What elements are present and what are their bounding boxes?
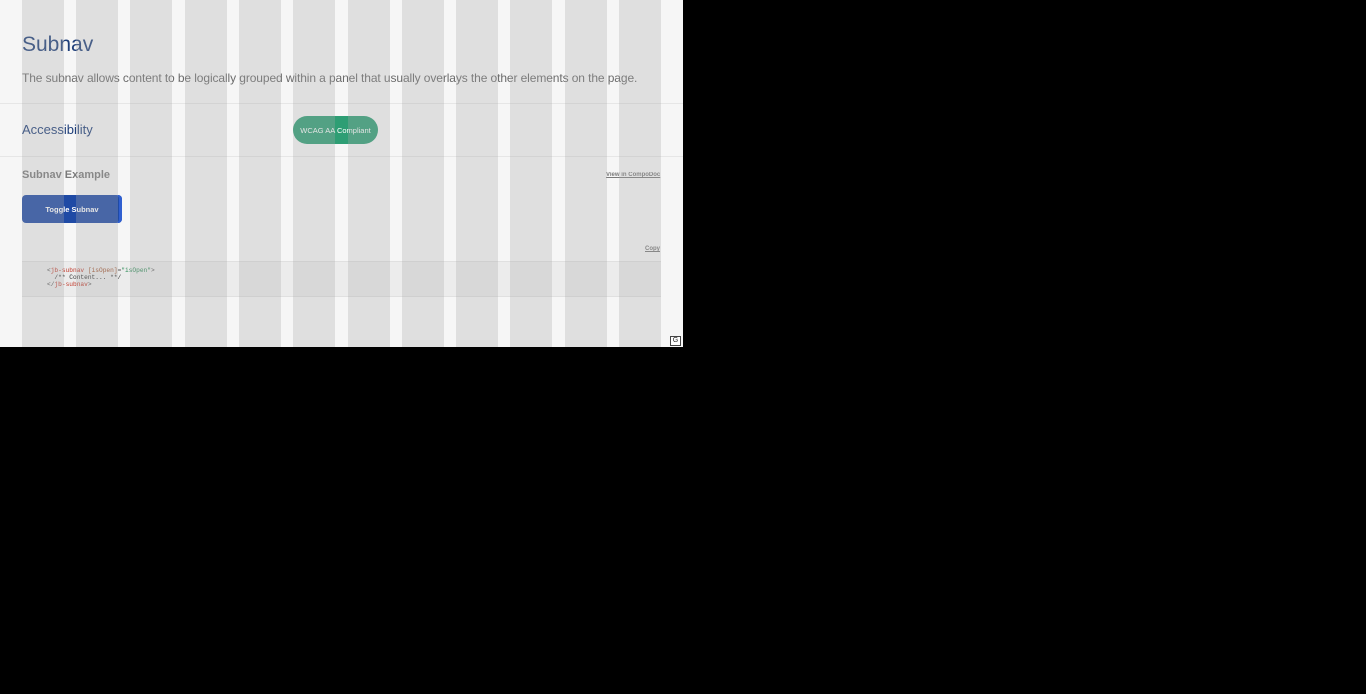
compodoc-link[interactable]: View in CompoDoc (606, 172, 661, 178)
divider-middle (0, 156, 683, 157)
code-tag: jb-subnav (50, 267, 85, 274)
divider-top (0, 103, 683, 104)
code-token: = (117, 267, 122, 274)
copy-code-link[interactable]: Copy (645, 246, 660, 252)
code-block: <jb-subnav [isOpen]="isOpen"> /** Conten… (22, 261, 661, 297)
app-viewport: Subnav The subnav allows content to be l… (0, 0, 683, 347)
page-title: Subnav (22, 33, 94, 56)
code-snippet: <jb-subnav [isOpen]="isOpen"> /** Conten… (22, 262, 661, 288)
wcag-badge: WCAG AA Compliant (293, 116, 378, 144)
code-string: "isOpen" (121, 267, 151, 274)
code-token: </ (47, 281, 55, 288)
page-content: Subnav The subnav allows content to be l… (0, 0, 683, 347)
grid-toggle-button[interactable]: G (670, 336, 681, 346)
code-attr: [isOpen] (84, 267, 118, 274)
example-title: Subnav Example (22, 169, 111, 181)
code-token: > (87, 281, 92, 288)
accessibility-label: Accessibility (22, 122, 93, 137)
code-tag: jb-subnav (54, 281, 88, 288)
code-comment: /** Content... **/ (47, 274, 122, 281)
code-token: < (47, 267, 51, 274)
code-token: > (151, 267, 155, 274)
toggle-subnav-button[interactable]: Toggle Subnav (22, 195, 122, 223)
page-description: The subnav allows content to be logicall… (22, 71, 638, 85)
